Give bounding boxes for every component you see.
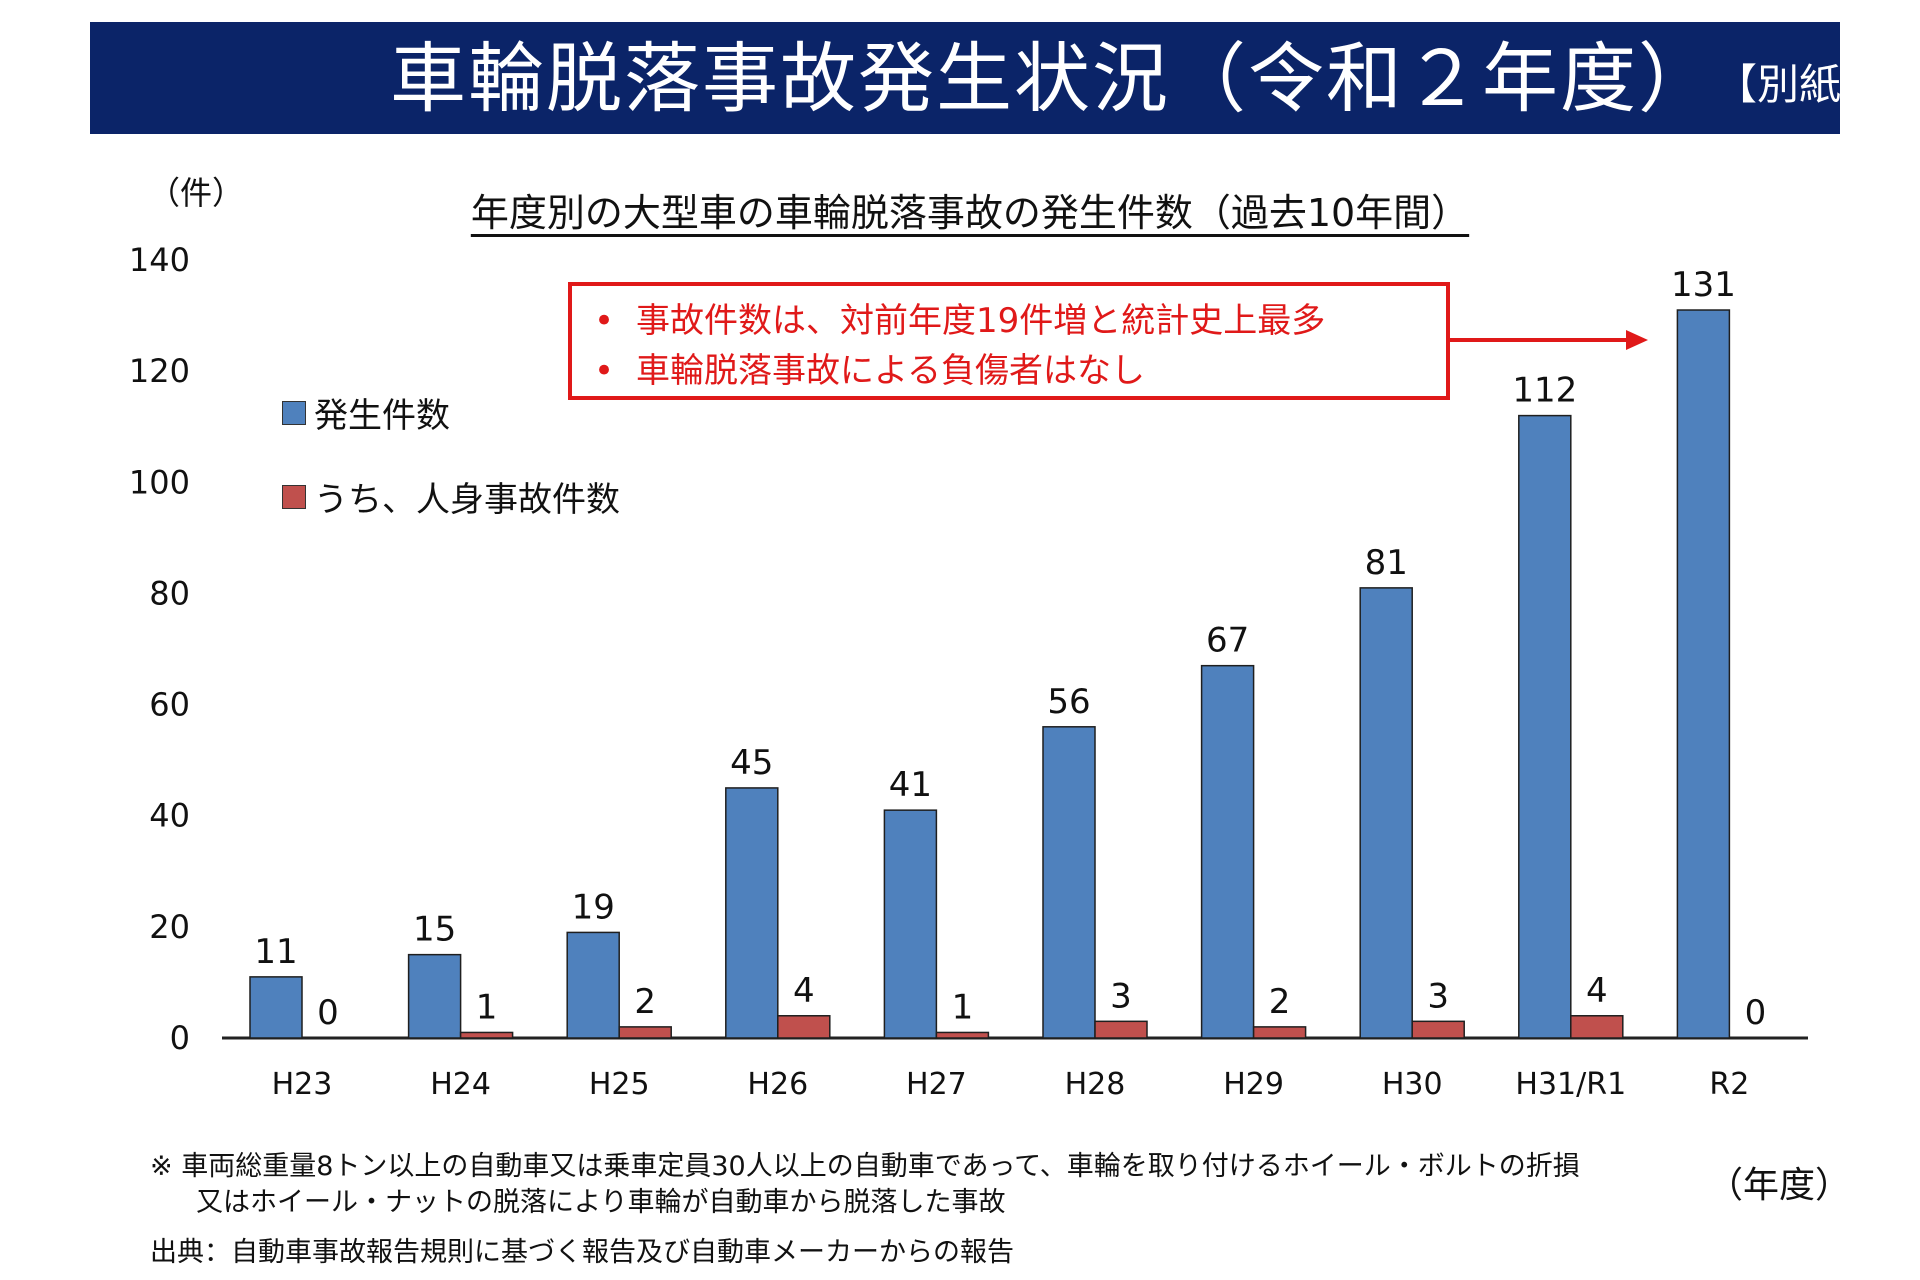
page-title: 車輪脱落事故発生状況（令和２年度） [390, 34, 1716, 123]
data-label-total: 15 [413, 910, 456, 950]
bullet-icon: • [594, 301, 615, 341]
callout-text-1: 事故件数は、対前年度19件増と統計史上最多 [636, 301, 1326, 341]
bar-injury [459, 1031, 514, 1039]
data-label-injury: 4 [1586, 971, 1608, 1011]
y-tick-label: 80 [149, 574, 190, 612]
x-tick-label: H24 [430, 1067, 491, 1102]
callout-line-2: • 車輪脱落事故による負傷者はなし [594, 346, 1446, 396]
callout-line-1: • 事故件数は、対前年度19件増と統計史上最多 [594, 296, 1446, 346]
data-label-injury: 3 [1427, 976, 1449, 1016]
bar-injury [935, 1031, 990, 1039]
bar-total [566, 931, 620, 1039]
bar-injury [1570, 1015, 1624, 1039]
bullet-icon: • [594, 351, 615, 391]
data-label-total: 112 [1512, 371, 1577, 411]
data-label-injury: 0 [317, 993, 339, 1033]
x-tick-label: H26 [747, 1067, 808, 1102]
x-tick-label: H30 [1382, 1067, 1443, 1102]
data-label-total: 41 [889, 765, 932, 805]
y-tick-label: 40 [149, 797, 190, 835]
x-axis-unit-label: （年度） [1707, 1165, 1852, 1206]
callout-text-2: 車輪脱落事故による負傷者はなし [636, 351, 1145, 391]
header-banner: 車輪脱落事故発生状況（令和２年度） 【別紙2】 [90, 22, 1910, 134]
data-label-injury: 2 [1269, 982, 1291, 1022]
data-label-injury: 1 [952, 987, 974, 1027]
y-tick-label: 60 [149, 686, 190, 724]
bar-total [1359, 587, 1413, 1039]
data-label-total: 45 [730, 743, 773, 783]
y-tick-label: 20 [149, 908, 190, 946]
bar-total [1676, 309, 1731, 1039]
bar-injury [618, 1026, 672, 1039]
y-tick-label: 140 [129, 241, 190, 279]
legend-item-injury: うち、人身事故件数 [282, 472, 620, 521]
legend-label-total: 発生件数 [314, 396, 450, 436]
bar-total [725, 787, 779, 1039]
bar-total [1042, 726, 1096, 1039]
bar-total [407, 953, 462, 1039]
data-label-injury: 2 [634, 982, 656, 1022]
bar-injury [1411, 1020, 1465, 1039]
y-tick-label: 120 [129, 352, 190, 390]
y-tick-label: 100 [129, 463, 190, 501]
bar-total [1200, 664, 1255, 1039]
x-tick-label: R2 [1709, 1067, 1749, 1102]
attachment-tag: 【別紙2】 [1715, 60, 1910, 109]
legend-swatch-total [282, 400, 306, 425]
bar-total [249, 976, 303, 1039]
x-tick-label: H27 [906, 1067, 967, 1102]
data-label-total: 11 [254, 932, 297, 972]
source-note: 出典：自動車事故報告規則に基づく報告及び自動車メーカーからの報告 [150, 1237, 1014, 1268]
footnote-line-2: 又はホイール・ナットの脱落により車輪が自動車から脱落した事故 [196, 1187, 1006, 1218]
bar-injury [1252, 1026, 1307, 1039]
legend-item-total: 発生件数 [282, 388, 450, 437]
bar-injury [1094, 1020, 1148, 1039]
x-tick-label: H25 [589, 1067, 650, 1102]
data-label-injury: 4 [793, 971, 815, 1011]
y-axis-unit-label: （件） [148, 174, 245, 212]
y-tick-label: 0 [170, 1019, 190, 1057]
bar-total [883, 809, 938, 1039]
footnote-line-1: ※ 車両総重量8トン以上の自動車又は乗車定員30人以上の自動車であって、車輪を取… [150, 1151, 1580, 1182]
bar-injury [777, 1015, 831, 1039]
x-tick-label: H28 [1065, 1067, 1126, 1102]
callout-arrowhead-icon [1626, 330, 1648, 350]
x-tick-label: H29 [1223, 1067, 1284, 1102]
bar-total [1518, 414, 1572, 1039]
x-tick-label: H31/R1 [1515, 1067, 1626, 1102]
data-label-total: 81 [1365, 543, 1408, 583]
data-label-total: 19 [572, 887, 615, 927]
data-label-injury: 0 [1745, 993, 1767, 1033]
data-label-total: 56 [1047, 682, 1090, 722]
legend-label-injury: うち、人身事故件数 [314, 480, 620, 520]
data-label-total: 67 [1206, 621, 1249, 661]
data-label-total: 131 [1671, 265, 1736, 305]
data-label-injury: 3 [1110, 976, 1132, 1016]
callout-box: • 事故件数は、対前年度19件増と統計史上最多 • 車輪脱落事故による負傷者はなし [568, 282, 1450, 400]
data-label-injury: 1 [476, 987, 498, 1027]
chart-title: 年度別の大型車の車輪脱落事故の発生件数（過去10年間） [470, 191, 1470, 235]
legend-swatch-injury [282, 484, 306, 509]
x-tick-label: H23 [272, 1067, 333, 1102]
